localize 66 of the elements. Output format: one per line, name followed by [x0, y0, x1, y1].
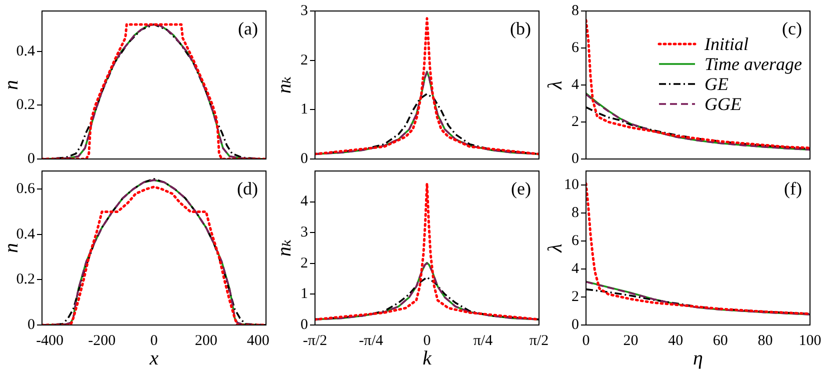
y-tick-label: 3	[300, 224, 308, 241]
x-tick-label: 80	[758, 332, 773, 349]
y-tick-label: 4	[572, 76, 580, 93]
annotation: (a)	[238, 18, 258, 39]
y-tick-label: 0	[572, 150, 579, 167]
x-tick-label: π/4	[473, 332, 494, 349]
y-tick-label: 6	[572, 232, 580, 249]
x-tick-label: 0	[582, 332, 590, 349]
y-tick-label: 0.4	[16, 43, 36, 60]
line-series	[315, 182, 539, 321]
y-axis-title: λ	[544, 80, 566, 90]
x-tick-label: -200	[88, 332, 116, 349]
y-tick-label: 0	[28, 316, 35, 333]
y-axis-title: nₖ	[273, 76, 296, 94]
x-tick-label: 200	[194, 332, 218, 349]
y-tick-label: 0	[572, 316, 579, 333]
line-series	[586, 182, 810, 316]
y-tick-label: 4	[300, 194, 308, 210]
annotation: (e)	[511, 178, 531, 199]
y-tick-label: 10	[564, 176, 579, 193]
x-tick-label: 60	[712, 332, 728, 349]
x-tick-label: -π/4	[358, 332, 384, 349]
y-tick-label: 2	[300, 255, 308, 272]
annotation: (f)	[784, 178, 802, 199]
y-tick-label: 2	[572, 114, 579, 130]
y-tick-label: 6	[572, 40, 580, 56]
y-tick-label: 4	[572, 260, 580, 277]
legend-label: Time average	[704, 54, 802, 74]
legend-label: Initial	[704, 34, 749, 54]
annotation: (d)	[237, 178, 258, 199]
x-axis-title: η	[693, 347, 704, 370]
y-axis-title: n	[0, 243, 22, 253]
x-tick-label: 40	[668, 332, 684, 349]
y-tick-label: 0	[300, 316, 308, 333]
line-series	[586, 19, 810, 150]
x-tick-label: π/2	[529, 332, 549, 349]
y-axis-title: n	[0, 80, 22, 90]
x-tick-label: -400	[36, 332, 64, 349]
y-tick-label: 0	[300, 150, 308, 167]
annotation: (b)	[510, 18, 531, 39]
line-series	[315, 17, 539, 156]
x-tick-label: -π/2	[302, 332, 328, 349]
y-tick-label: 0.2	[16, 97, 35, 114]
y-tick-label: 2	[300, 52, 308, 68]
y-tick-label: 8	[572, 2, 579, 19]
legend-label: GE	[704, 74, 729, 94]
y-axis-title: nₖ	[273, 239, 296, 257]
y-tick-label: 8	[572, 204, 579, 221]
y-tick-label: 2	[572, 288, 579, 305]
annotation: (c)	[782, 18, 802, 39]
y-tick-label: 1	[300, 102, 308, 118]
x-tick-label: 0	[423, 332, 431, 349]
y-tick-label: 0	[28, 150, 35, 167]
y-tick-label: 1	[300, 286, 308, 302]
x-tick-label: 20	[623, 332, 638, 349]
x-tick-label: 400	[246, 332, 270, 349]
x-axis-title: x	[148, 347, 159, 370]
x-tick-label: 0	[150, 332, 158, 349]
y-tick-label: 0.6	[16, 181, 36, 198]
y-tick-label: 3	[300, 2, 308, 19]
y-tick-label: 0.4	[16, 226, 36, 242]
x-axis-title: k	[422, 347, 433, 370]
x-tick-label: 100	[798, 332, 822, 349]
y-axis-title: λ	[544, 243, 566, 254]
legend-label: GGE	[704, 94, 742, 114]
y-tick-label: 0.2	[16, 272, 35, 288]
